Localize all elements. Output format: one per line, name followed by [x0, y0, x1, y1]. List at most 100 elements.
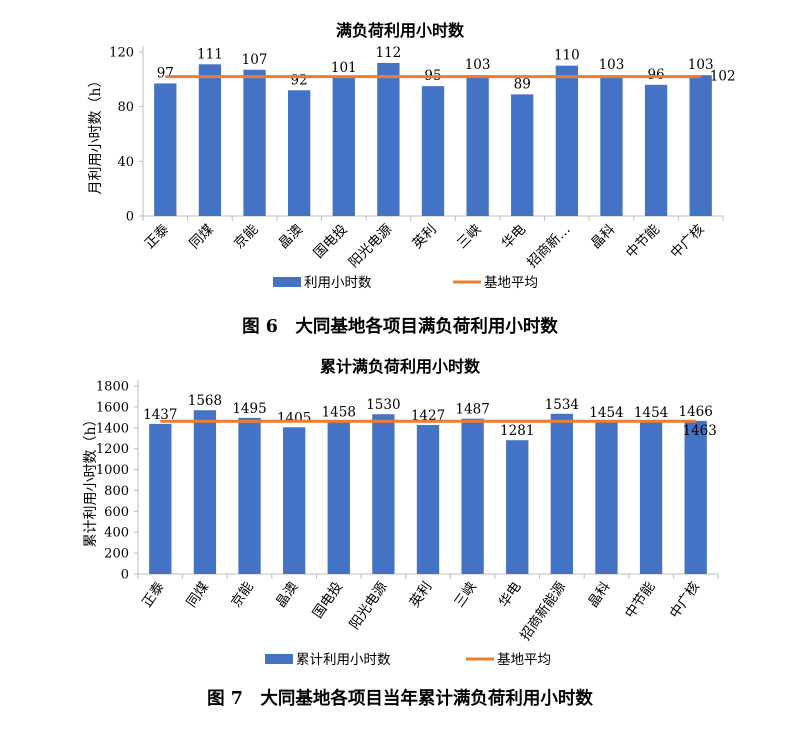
bar: [506, 440, 529, 574]
category-label: 招商新…: [524, 222, 573, 271]
y-tick-label: 1400: [96, 421, 129, 436]
y-tick-label: 0: [121, 568, 129, 583]
y-tick-label: 800: [104, 484, 129, 499]
category-label: 招商新能源: [517, 579, 569, 644]
chart-6: 0 40 80 120 月利用小时数（h） 97 正泰 111 同煤 107 京能 92 晶澳 101 国电…: [88, 45, 736, 291]
category-label: 英利: [409, 221, 440, 252]
bar-value-label: 1530: [366, 397, 400, 413]
bar-value-label: 1454: [634, 405, 668, 421]
chart-6-title: 满负荷利用小时数: [336, 21, 465, 40]
category-label: 阳光电源: [346, 221, 396, 271]
bar-value-label: 112: [375, 45, 401, 61]
bar-value-label: 97: [157, 65, 174, 81]
chart-7-title: 累计满负荷利用小时数: [320, 357, 481, 376]
bar: [550, 413, 573, 574]
category-label: 英利: [406, 579, 435, 611]
bar-value-label: 1458: [322, 405, 356, 421]
bar: [198, 64, 222, 216]
bar-value-label: 1534: [545, 397, 579, 413]
legend-label-average: 基地平均: [484, 274, 538, 291]
y-tick-label: 400: [104, 526, 129, 541]
category-label: 国电投: [310, 579, 346, 621]
bar: [377, 62, 400, 216]
bar-value-label: 92: [291, 72, 308, 88]
bar: [555, 65, 578, 217]
bar-value-label: 1466: [679, 404, 713, 420]
legend-label-average: 基地平均: [497, 651, 551, 668]
bar: [595, 422, 618, 574]
bar-value-label: 1405: [277, 410, 311, 426]
bar-value-label: 1454: [589, 405, 623, 421]
legend-label-bars: 利用小时数: [304, 275, 372, 291]
bar-value-label: 96: [647, 67, 664, 83]
category-label: 三峡: [454, 221, 485, 252]
category-label: 中节能: [623, 222, 663, 262]
chart-7: 0 200 400 600 800 1000 1200 1400 1600 1800 累计利用小时数…: [83, 380, 719, 668]
category-label: 同煤: [184, 579, 213, 611]
y-tick-label: 80: [117, 100, 134, 115]
y-tick-label: 40: [117, 155, 134, 170]
legend-swatch-bars: [265, 654, 293, 664]
bar: [288, 90, 311, 216]
bar: [461, 418, 484, 574]
figure-7-caption: 图 7 大同基地各项目当年累计满负荷利用小时数: [207, 688, 593, 709]
category-label: 中广核: [668, 222, 708, 262]
bar: [639, 422, 663, 574]
bar: [372, 414, 395, 574]
category-label: 正泰: [142, 221, 173, 252]
category-label: 中节能: [622, 579, 658, 621]
bar: [243, 69, 266, 217]
bar-value-label: 89: [514, 76, 531, 92]
category-label: 华电: [496, 579, 525, 610]
average-value-label: 102: [710, 69, 736, 85]
category-label: 京能: [231, 222, 261, 252]
average-value-label: 1463: [683, 423, 717, 439]
category-label: 晶澳: [276, 221, 307, 252]
bar-value-label: 1568: [188, 393, 222, 409]
bar-value-label: 110: [554, 48, 580, 64]
category-label: 晶科: [585, 579, 614, 611]
bar-value-label: 1487: [455, 402, 489, 418]
y-tick-label: 0: [126, 210, 134, 225]
bar-value-label: 101: [331, 60, 357, 76]
bar: [149, 423, 172, 574]
bar: [689, 75, 712, 216]
y-tick-label: 600: [104, 505, 129, 520]
bar-value-label: 103: [465, 57, 491, 73]
bar-value-label: 1437: [143, 407, 177, 423]
category-label: 晶科: [588, 221, 619, 252]
legend-swatch-bars: [273, 277, 301, 287]
category-label: 国电投: [311, 222, 351, 262]
bar: [283, 427, 306, 574]
y-tick-label: 200: [104, 547, 129, 562]
figure-6-caption: 图 6 大同基地各项目满负荷利用小时数: [242, 316, 558, 337]
bar: [416, 424, 440, 574]
bar-value-label: 103: [599, 57, 625, 73]
bar: [466, 75, 489, 216]
bar: [684, 420, 707, 574]
category-label: 中广核: [667, 579, 703, 621]
y-tick-label: 1800: [96, 380, 129, 395]
category-label: 正泰: [139, 579, 168, 611]
y-tick-label: 1200: [96, 442, 129, 457]
y-tick-label: 1000: [96, 463, 129, 478]
category-label: 阳光电源: [347, 579, 391, 633]
legend-label-bars: 累计利用小时数: [296, 652, 391, 668]
bar-value-label: 1495: [232, 401, 266, 417]
bar-value-label: 103: [688, 57, 714, 73]
y-axis-title: 月利用小时数（h）: [88, 73, 104, 194]
category-label: 华电: [499, 222, 529, 252]
bar: [154, 83, 177, 216]
bar-value-label: 1281: [500, 423, 534, 439]
bar-value-label: 111: [197, 46, 223, 62]
category-label: 同煤: [186, 221, 217, 252]
bar: [238, 417, 261, 574]
y-tick-label: 120: [109, 46, 134, 61]
bar: [193, 410, 217, 574]
bar: [644, 84, 668, 216]
category-label: 晶澳: [273, 579, 302, 611]
bar-value-label: 107: [242, 52, 268, 68]
bar: [332, 77, 355, 216]
bar: [421, 86, 445, 217]
bar: [327, 421, 350, 574]
